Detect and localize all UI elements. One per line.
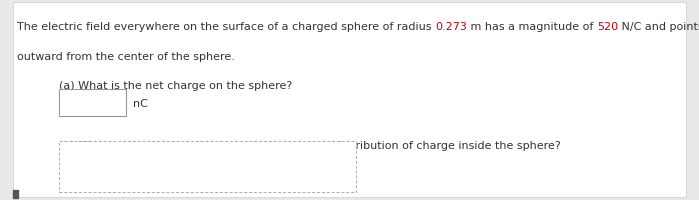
Text: 0.273: 0.273 bbox=[435, 22, 468, 32]
FancyBboxPatch shape bbox=[13, 3, 686, 197]
Text: N/C and points radially: N/C and points radially bbox=[619, 22, 699, 32]
FancyBboxPatch shape bbox=[59, 90, 126, 116]
Text: The electric field everywhere on the surface of a charged sphere of radius: The electric field everywhere on the sur… bbox=[17, 22, 435, 32]
Bar bbox=[13, 190, 18, 198]
Text: outward from the center of the sphere.: outward from the center of the sphere. bbox=[17, 52, 236, 62]
Text: nC: nC bbox=[133, 98, 147, 108]
FancyBboxPatch shape bbox=[59, 141, 356, 192]
Text: m has a magnitude of: m has a magnitude of bbox=[468, 22, 597, 32]
Text: 520: 520 bbox=[597, 22, 619, 32]
Text: (a) What is the net charge on the sphere?: (a) What is the net charge on the sphere… bbox=[59, 81, 293, 91]
Text: (b) What can you conclude about the nature and distribution of charge inside the: (b) What can you conclude about the natu… bbox=[59, 140, 561, 150]
